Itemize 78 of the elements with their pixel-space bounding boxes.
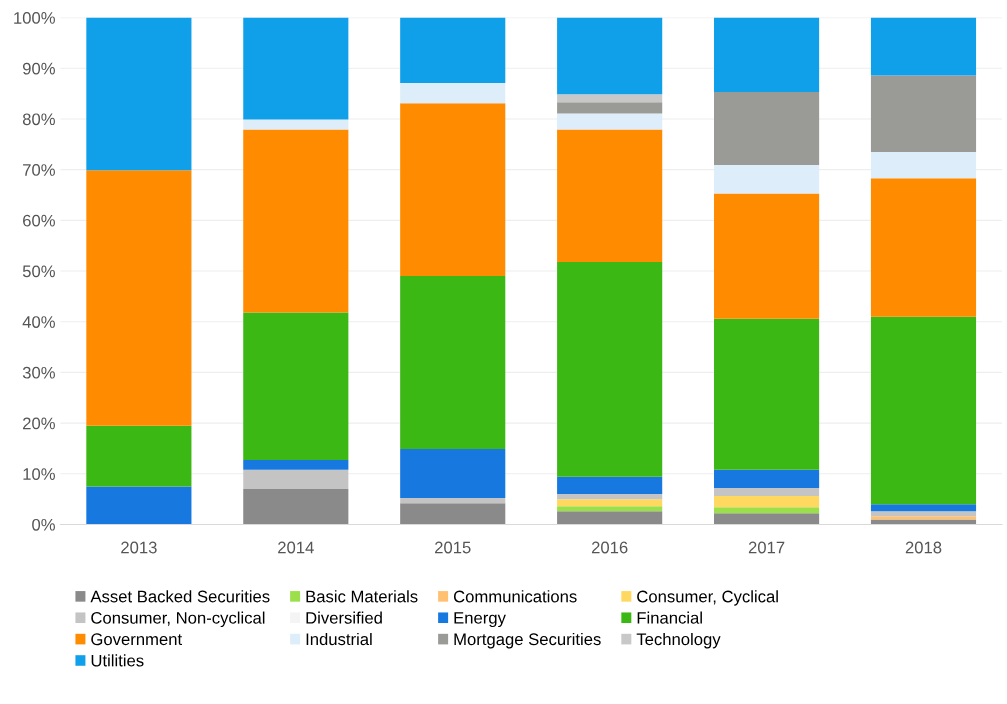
bar — [870, 519, 977, 525]
bar — [870, 151, 977, 179]
bar — [86, 425, 192, 487]
bar — [870, 178, 977, 317]
bar — [870, 516, 977, 520]
bar — [86, 486, 192, 525]
bar — [870, 511, 977, 517]
bar — [243, 469, 349, 489]
legend-label: Communications — [453, 590, 577, 603]
bar — [714, 165, 820, 194]
bar — [714, 496, 820, 508]
x-tick-label: 2016 — [591, 541, 628, 554]
bar — [557, 17, 663, 95]
bar — [870, 17, 977, 76]
y-tick-label: 80% — [22, 113, 55, 126]
bar — [243, 129, 349, 313]
bar — [557, 476, 663, 495]
bar — [400, 503, 506, 525]
legend-label: Consumer, Non-cyclical — [91, 611, 265, 628]
y-tick-label: 60% — [23, 214, 55, 227]
bar — [557, 499, 663, 507]
legend-label: Energy — [454, 612, 506, 628]
bar — [714, 507, 820, 514]
bar — [400, 17, 506, 83]
bar — [870, 316, 977, 505]
bar — [714, 487, 820, 497]
y-tick-label: 30% — [22, 366, 55, 379]
y-tick-label: 50% — [22, 265, 55, 278]
x-tick-label: 2015 — [435, 541, 471, 554]
y-tick-label: 10% — [23, 468, 55, 480]
legend-label: Mortgage Securities — [454, 632, 601, 649]
bar — [557, 494, 663, 500]
bar — [400, 276, 506, 449]
legend-label: Financial — [637, 611, 702, 624]
bar — [714, 513, 820, 525]
x-tick-label: 2014 — [278, 541, 314, 554]
y-tick-label: 100% — [14, 12, 55, 24]
bar — [714, 318, 820, 470]
x-tick-label: 2017 — [748, 541, 785, 554]
bar — [400, 498, 506, 504]
bar — [243, 489, 349, 525]
bar — [714, 17, 820, 93]
y-tick-label: 0% — [32, 518, 55, 531]
y-tick-label: 70% — [23, 164, 55, 176]
legend-label: Asset Backed Securities — [90, 590, 270, 603]
bar — [870, 75, 977, 152]
bar — [86, 170, 192, 426]
x-tick-label: 2018 — [905, 541, 942, 554]
bar — [400, 82, 506, 104]
bar — [400, 448, 506, 499]
bar — [714, 193, 820, 319]
bar — [714, 469, 820, 488]
y-tick-label: 40% — [22, 316, 55, 328]
legend-label: Industrial — [306, 632, 372, 646]
bar — [243, 312, 349, 461]
legend-label: Diversified — [306, 611, 382, 624]
legend-label: Basic Materials — [306, 590, 418, 603]
bar — [400, 103, 506, 277]
bar — [557, 113, 663, 130]
legend-label: Government — [91, 633, 182, 646]
bar — [243, 460, 349, 470]
bar — [557, 506, 663, 512]
bar — [557, 129, 663, 262]
bar — [243, 119, 349, 130]
y-tick-label: 20% — [23, 417, 55, 430]
y-tick-label: 90% — [22, 62, 55, 75]
x-tick-label: 2013 — [121, 541, 157, 554]
bar — [557, 511, 663, 525]
legend-label: Technology — [636, 632, 721, 649]
legend-label: Consumer, Cyclical — [637, 590, 778, 606]
bar — [557, 94, 663, 103]
bar — [557, 261, 663, 477]
bar — [86, 17, 192, 171]
legend-label: Utilities — [91, 654, 144, 667]
bar — [714, 92, 820, 166]
bar — [557, 102, 663, 114]
bar — [870, 504, 977, 512]
bar — [243, 17, 349, 120]
